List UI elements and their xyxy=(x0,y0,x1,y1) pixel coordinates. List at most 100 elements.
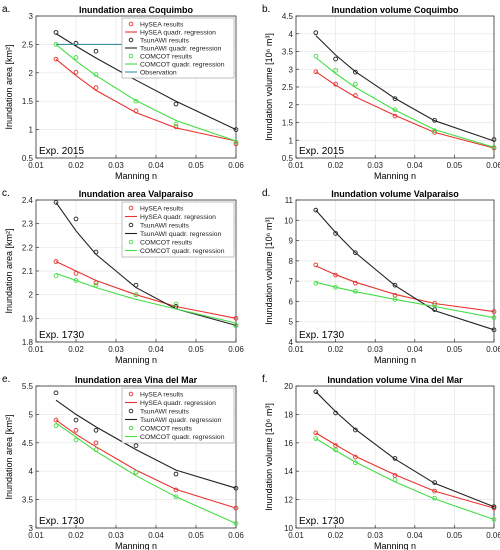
series-line-3 xyxy=(315,391,495,508)
data-point xyxy=(353,81,358,87)
legend-entry: COMCOT quadr. regression xyxy=(140,248,225,255)
experiment-label: Exp. 1730 xyxy=(299,330,344,341)
data-point xyxy=(491,137,497,142)
chart-panel-5: 0.01 0.02 0.03 0.04 0.05 0.06 3 3.5 4 4.5 5 5.5 e. In… xyxy=(2,374,244,550)
panel-letter: f. xyxy=(262,374,268,385)
x-tick-label: 0.06 xyxy=(486,161,500,170)
y-axis-label: Inundation volume [10⁶ m³] xyxy=(264,217,274,325)
data-point xyxy=(313,69,319,75)
legend-entry: TsunAWI results xyxy=(140,222,189,229)
x-tick-label: 0.01 xyxy=(288,531,304,540)
legend-marker xyxy=(128,37,134,43)
chart-title: Inundation area Vina del Mar xyxy=(75,375,198,385)
x-tick-label: 0.03 xyxy=(367,531,383,540)
x-tick-label: 0.05 xyxy=(188,345,204,354)
chart-panel-4: 0.01 0.02 0.03 0.04 0.05 0.06 4 5 6 7 8 9 10 11 d. Inun… xyxy=(262,188,500,365)
x-tick-label: 0.01 xyxy=(28,531,44,540)
data-point xyxy=(93,85,99,90)
series-line-3 xyxy=(315,35,495,142)
legend-entry: COMCOT results xyxy=(140,239,193,246)
legend-box xyxy=(121,387,235,444)
y-tick-label: 1 xyxy=(289,136,294,145)
chart-panel-1: 0.01 0.02 0.03 0.04 0.05 0.06 0.5 1 1.5 2 2.5 3 a. In… xyxy=(2,4,244,181)
legend-marker xyxy=(128,53,134,59)
x-tick-label: 0.05 xyxy=(188,531,204,540)
series-line-1 xyxy=(315,432,495,509)
data-point xyxy=(233,521,239,526)
chart-title: Inundation area Coquimbo xyxy=(79,5,194,15)
legend-entry: COMCOT results xyxy=(140,425,193,432)
data-point xyxy=(73,69,79,75)
experiment-label: Exp. 2015 xyxy=(299,146,344,157)
data-point xyxy=(53,417,59,423)
data-point xyxy=(73,427,79,433)
y-tick-label: 1.8 xyxy=(22,338,34,347)
panel-letter: e. xyxy=(2,374,10,385)
data-point xyxy=(233,485,239,491)
y-tick-label: 4 xyxy=(29,467,34,476)
y-tick-label: 1.5 xyxy=(22,97,34,106)
x-tick-label: 0.03 xyxy=(367,345,383,354)
data-point xyxy=(173,121,179,127)
data-point xyxy=(392,456,398,461)
data-point xyxy=(353,250,358,256)
x-tick-label: 0.05 xyxy=(447,345,463,354)
series-line-5 xyxy=(55,422,237,525)
data-point xyxy=(313,262,319,268)
x-tick-label: 0.06 xyxy=(228,161,244,170)
x-tick-label: 0.02 xyxy=(328,531,344,540)
y-tick-label: 7 xyxy=(289,277,294,286)
y-tick-label: 2.3 xyxy=(22,220,34,229)
x-tick-label: 0.04 xyxy=(148,161,164,170)
x-tick-label: 0.04 xyxy=(148,345,164,354)
data-point xyxy=(313,207,319,213)
panel-letter: b. xyxy=(262,4,270,15)
data-point xyxy=(333,56,338,62)
y-tick-label: 2.5 xyxy=(22,40,34,49)
series-line-1 xyxy=(55,261,237,319)
y-tick-label: 1.9 xyxy=(22,314,34,323)
data-point xyxy=(233,505,239,511)
data-point xyxy=(173,301,179,307)
legend-entry: TsunAWI results xyxy=(140,37,189,44)
y-tick-label: 2 xyxy=(29,69,34,78)
data-point xyxy=(133,469,139,475)
legend-entry: HySEA quadr. regression xyxy=(140,400,216,407)
legend-entry: COMCOT quadr. regression xyxy=(140,61,225,68)
experiment-label: Exp. 1730 xyxy=(39,330,84,341)
experiment-label: Exp. 2015 xyxy=(39,146,84,157)
y-tick-label: 8 xyxy=(289,257,294,266)
plot-area-frame xyxy=(35,15,237,159)
legend-entry: HySEA quadr. regression xyxy=(140,214,216,221)
x-tick-label: 0.04 xyxy=(407,345,423,354)
y-tick-label: 10 xyxy=(284,216,293,225)
panel-letter: c. xyxy=(2,188,10,199)
data-point xyxy=(392,282,398,288)
chart-title: Inundation volume Vina del Mar xyxy=(327,375,463,385)
data-point xyxy=(73,437,79,443)
data-point xyxy=(53,390,59,396)
x-tick-label: 0.05 xyxy=(447,161,463,170)
y-tick-label: 2.1 xyxy=(22,267,34,276)
y-tick-label: 10 xyxy=(284,524,293,533)
y-tick-label: 12 xyxy=(284,496,293,505)
y-tick-label: 9 xyxy=(289,237,294,246)
data-point xyxy=(53,423,59,429)
data-point xyxy=(233,127,239,132)
y-tick-label: 0.5 xyxy=(282,154,294,163)
series-line-1 xyxy=(55,58,237,142)
x-tick-label: 0.03 xyxy=(108,531,124,540)
legend-marker xyxy=(128,408,134,414)
data-point xyxy=(432,118,437,123)
data-point xyxy=(133,443,139,448)
x-tick-label: 0.02 xyxy=(68,161,84,170)
y-tick-label: 16 xyxy=(284,439,293,448)
y-axis-label: Inundation volume [10⁶ m³] xyxy=(264,403,274,511)
y-tick-label: 3 xyxy=(29,12,34,21)
chart-panel-6: 0.01 0.02 0.03 0.04 0.05 0.06 10 12 14 16 18 20 f. In… xyxy=(262,374,500,550)
x-tick-label: 0.06 xyxy=(486,531,500,540)
data-point xyxy=(333,67,338,73)
y-tick-label: 5 xyxy=(289,318,294,327)
chart-title: Inundation area Valparaiso xyxy=(79,189,194,199)
